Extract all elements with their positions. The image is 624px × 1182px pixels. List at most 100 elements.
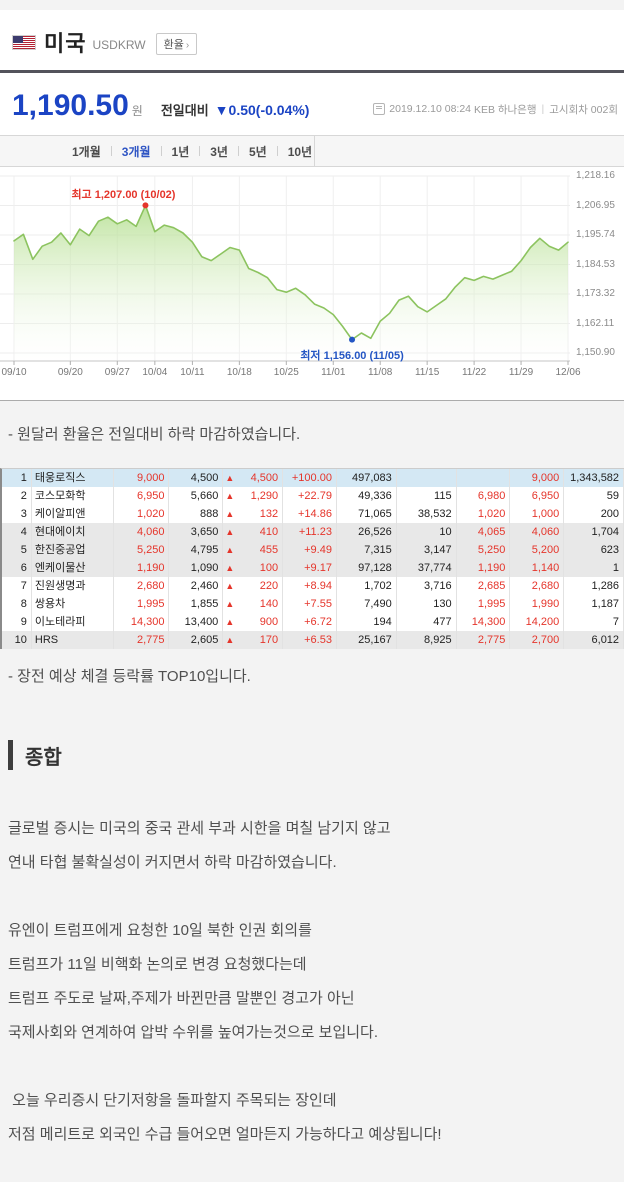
chart-area-fill <box>14 205 568 361</box>
change-amount: 170 <box>259 634 279 646</box>
quote-round: 고시회차 002회 <box>549 103 618 116</box>
table-row[interactable]: 9 이노테라피 14,300 13,400 ▲ 900 +6.72 194 477 14,300 1… <box>2 613 624 631</box>
table-cell: 25,167 <box>337 631 397 649</box>
table-cell: 71,065 <box>337 505 397 523</box>
period-tab-2[interactable]: 1년 <box>171 144 190 159</box>
table-cell: 1,286 <box>564 577 624 595</box>
up-triangle-icon: ▲ <box>225 473 235 483</box>
table-cell: 14,300 <box>114 613 170 631</box>
fx-comment: - 원달러 환율은 전일대비 하락 마감하였습니다. <box>0 401 624 468</box>
table-cell: 6,012 <box>564 631 624 649</box>
table-cell: 1,020 <box>457 505 511 523</box>
table-cell: ▲ 170 <box>223 631 284 649</box>
period-tab-4[interactable]: 5년 <box>248 144 267 159</box>
up-triangle-icon: ▲ <box>225 563 235 573</box>
table-comment: - 장전 예상 체결 등락률 TOP10입니다. <box>8 668 251 685</box>
summary-header-bar <box>8 740 13 770</box>
x-axis-label: 11/01 <box>321 367 346 378</box>
table-cell: 1,990 <box>510 595 565 613</box>
period-tab-0[interactable]: 1개월 <box>72 144 101 159</box>
table-cell: 2,605 <box>169 631 224 649</box>
country-title: 미국 <box>44 31 87 56</box>
table-row[interactable]: 5 한진중공업 5,250 4,795 ▲ 455 +9.49 7,315 3,147 5,250… <box>2 541 624 559</box>
table-cell: +9.49 <box>283 541 337 559</box>
change-value: 0.50(-0.04%) <box>228 102 310 118</box>
table-cell: 5,200 <box>510 541 565 559</box>
table-cell: 이노테라피 <box>32 613 114 631</box>
change-amount: 410 <box>259 526 279 538</box>
table-cell: 477 <box>397 613 457 631</box>
table-cell: 1,343,582 <box>564 469 624 487</box>
x-axis-label: 09/20 <box>57 367 83 378</box>
table-cell: 1 <box>2 469 32 487</box>
table-cell: 2,700 <box>510 631 565 649</box>
period-tab-3[interactable]: 3년 <box>210 144 228 159</box>
table-cell: 2,460 <box>169 577 224 595</box>
table-cell: HRS <box>32 631 114 649</box>
tab-separator <box>199 146 201 156</box>
table-cell: 10 <box>2 631 32 649</box>
table-cell: 4,065 <box>457 523 511 541</box>
fx-chart: 1,218.16 1,206.95 1,195.74 1,184.53 1,173.32… <box>0 167 624 401</box>
summary-line: 국제사회와 연계하여 압박 수위를 높여가는것으로 보입니다. <box>8 1024 379 1041</box>
table-cell: 케이알피앤 <box>32 505 114 523</box>
x-axis-label: 10/04 <box>142 367 168 378</box>
y-axis-label: 1,173.32 <box>576 288 615 299</box>
table-row[interactable]: 7 진원생명과 2,680 2,460 ▲ 220 +8.94 1,702 3,716 2,685… <box>2 577 624 595</box>
summary-section: - 장전 예상 체결 등락률 TOP10입니다. 종합 글로벌 증시는 미국의 … <box>0 649 624 1182</box>
table-cell: 1,995 <box>457 595 511 613</box>
summary-line: 유엔이 트럼프에게 요청한 10일 북한 인권 회의를 <box>8 922 312 939</box>
table-cell: 2 <box>2 487 32 505</box>
table-cell: 2,775 <box>114 631 170 649</box>
table-cell: 623 <box>564 541 624 559</box>
table-row[interactable]: 6 엔케이물산 1,190 1,090 ▲ 100 +9.17 97,128 37,774 1,1… <box>2 559 624 577</box>
summary-paragraph: 유엔이 트럼프에게 요청한 10일 북한 인권 회의를 트럼프가 11일 비핵화 … <box>8 914 624 1050</box>
table-cell: 2,680 <box>510 577 565 595</box>
table-cell: 진원생명과 <box>32 577 114 595</box>
table-row[interactable]: 2 코스모화학 6,950 5,660 ▲ 1,290 +22.79 49,336 115 6,9… <box>2 487 624 505</box>
low-point-dot <box>349 336 356 343</box>
table-row[interactable]: 3 케이알피앤 1,020 888 ▲ 132 +14.86 71,065 38,532 1,02… <box>2 505 624 523</box>
table-cell: 5,660 <box>169 487 224 505</box>
table-cell: 4,060 <box>114 523 170 541</box>
table-cell: 4,500 <box>169 469 224 487</box>
table-cell: 26,526 <box>337 523 397 541</box>
quote-timestamp: 2019.12.10 08:24 <box>389 103 472 115</box>
x-axis-label: 11/08 <box>368 367 393 378</box>
table-row[interactable]: 8 쌍용차 1,995 1,855 ▲ 140 +7.55 7,490 130 1,995 1,99… <box>2 595 624 613</box>
up-triangle-icon: ▲ <box>225 545 235 555</box>
table-cell: ▲ 455 <box>223 541 284 559</box>
x-axis-label: 09/27 <box>104 367 130 378</box>
table-cell: 9,000 <box>114 469 170 487</box>
table-cell: 7 <box>564 613 624 631</box>
table-cell <box>397 469 457 487</box>
table-cell: +100.00 <box>283 469 337 487</box>
summary-line: 오늘 우리증시 단기저항을 돌파할지 주목되는 장인데 <box>8 1092 337 1109</box>
change-amount: 4,500 <box>250 472 279 484</box>
meta-divider: | <box>541 103 545 115</box>
summary-line: 저점 메리트로 외국인 수급 들어오면 얼마든지 가능하다고 예상됩니다! <box>8 1126 442 1143</box>
x-axis-label: 11/15 <box>414 367 440 378</box>
table-cell: 1,090 <box>169 559 224 577</box>
tab-separator <box>160 146 162 156</box>
fx-area-chart <box>0 175 570 365</box>
table-row[interactable]: 4 현대에이치 4,060 3,650 ▲ 410 +11.23 26,526 10 4,065 4… <box>2 523 624 541</box>
table-cell: 엔케이물산 <box>32 559 114 577</box>
period-tab-1[interactable]: 3개월 <box>121 144 151 159</box>
table-cell: 10 <box>397 523 457 541</box>
table-cell: 태웅로직스 <box>32 469 114 487</box>
exchange-rate-button[interactable]: 환율 › <box>155 32 198 55</box>
table-cell: 4 <box>2 523 32 541</box>
table-cell: 1,140 <box>510 559 565 577</box>
table-row[interactable]: 1 태웅로직스 9,000 4,500 ▲ 4,500 +100.00 497,083 9,00… <box>2 469 624 487</box>
y-axis-label: 1,206.95 <box>576 199 615 211</box>
period-tab-5[interactable]: 10년 <box>287 144 313 159</box>
table-cell: 1,995 <box>114 595 170 613</box>
table-cell: 2,680 <box>114 577 170 595</box>
quote-meta: 2019.12.10 08:24 KEB 하나은행 | 고시회차 002회 <box>373 102 618 117</box>
daily-change: ▼0.50(-0.04%) <box>215 102 310 118</box>
table-row[interactable]: 10 HRS 2,775 2,605 ▲ 170 +6.53 25,167 8,925 2,775… <box>2 631 624 649</box>
change-amount: 220 <box>259 580 279 592</box>
summary-paragraph: 글로벌 증시는 미국의 중국 관세 부과 시한을 며칠 남기지 않고 연내 타협 … <box>8 812 624 880</box>
x-axis-label: 10/11 <box>180 367 205 378</box>
